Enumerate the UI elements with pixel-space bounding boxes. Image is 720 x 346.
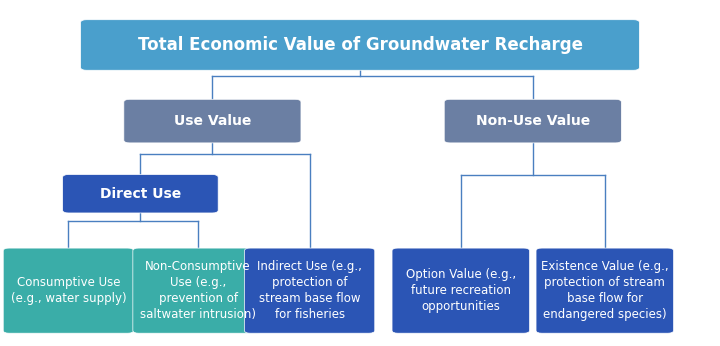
FancyBboxPatch shape (124, 99, 301, 143)
FancyBboxPatch shape (244, 248, 374, 333)
FancyBboxPatch shape (81, 20, 639, 70)
FancyBboxPatch shape (536, 248, 674, 333)
Text: Direct Use: Direct Use (100, 187, 181, 201)
FancyBboxPatch shape (133, 248, 264, 333)
Text: Non-Use Value: Non-Use Value (476, 114, 590, 128)
Text: Consumptive Use
(e.g., water supply): Consumptive Use (e.g., water supply) (11, 276, 126, 305)
Text: Non-Consumptive
Use (e.g.,
prevention of
saltwater intrusion): Non-Consumptive Use (e.g., prevention of… (140, 260, 256, 321)
FancyBboxPatch shape (3, 248, 134, 333)
Text: Indirect Use (e.g.,
protection of
stream base flow
for fisheries: Indirect Use (e.g., protection of stream… (257, 260, 362, 321)
Text: Use Value: Use Value (174, 114, 251, 128)
FancyBboxPatch shape (63, 174, 218, 213)
Text: Total Economic Value of Groundwater Recharge: Total Economic Value of Groundwater Rech… (138, 36, 582, 54)
Text: Option Value (e.g.,
future recreation
opportunities: Option Value (e.g., future recreation op… (406, 268, 516, 313)
FancyBboxPatch shape (444, 99, 621, 143)
FancyBboxPatch shape (392, 248, 530, 333)
Text: Existence Value (e.g.,
protection of stream
base flow for
endangered species): Existence Value (e.g., protection of str… (541, 260, 669, 321)
